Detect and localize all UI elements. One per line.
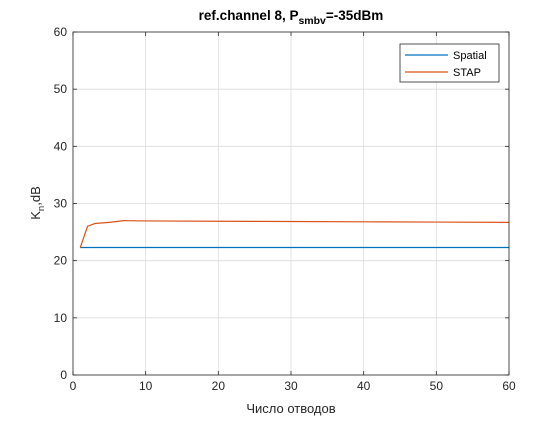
chart-title-prefix: ref.channel 8, P: [199, 8, 299, 23]
ticks: 0 10 20 30 40 50 60 0 10 20 30 40 50 60: [54, 25, 516, 393]
y-tick-label: 20: [54, 254, 68, 268]
legend-label-stap: STAP: [453, 67, 481, 79]
y-tick-label: 40: [54, 139, 68, 153]
series-line-stap: [79, 220, 510, 248]
y-tick-label: 50: [54, 82, 68, 96]
y-tick-label: 10: [54, 311, 68, 325]
x-tick-label: 10: [139, 379, 153, 393]
y-axis-label-subscript: n: [36, 206, 47, 211]
chart-title-suffix: =-35dBm: [326, 8, 383, 23]
x-tick-label: 50: [430, 379, 444, 393]
legend: Spatial STAP: [399, 43, 500, 83]
x-tick-label: 30: [284, 379, 298, 393]
x-tick-label: 20: [212, 379, 226, 393]
y-axis-label-suffix: ,dB: [28, 186, 43, 206]
y-tick-label: 0: [60, 368, 67, 382]
x-tick-label: 40: [357, 379, 371, 393]
y-tick-label: 60: [54, 25, 68, 39]
legend-label-spatial: Spatial: [453, 50, 487, 62]
chart-title: ref.channel 8, Psmbv=-35dBm: [199, 8, 384, 27]
x-axis-label: Число отводов: [246, 401, 335, 416]
series-lines: [79, 220, 510, 249]
x-tick-label: 60: [502, 379, 516, 393]
legend-box: [399, 43, 500, 83]
y-axis-label-main: K: [28, 211, 43, 220]
y-axis-label: Kn,dB: [28, 186, 47, 219]
chart-title-subscript: smbv: [298, 15, 326, 27]
y-tick-label: 30: [54, 197, 68, 211]
x-tick-label: 0: [70, 379, 77, 393]
